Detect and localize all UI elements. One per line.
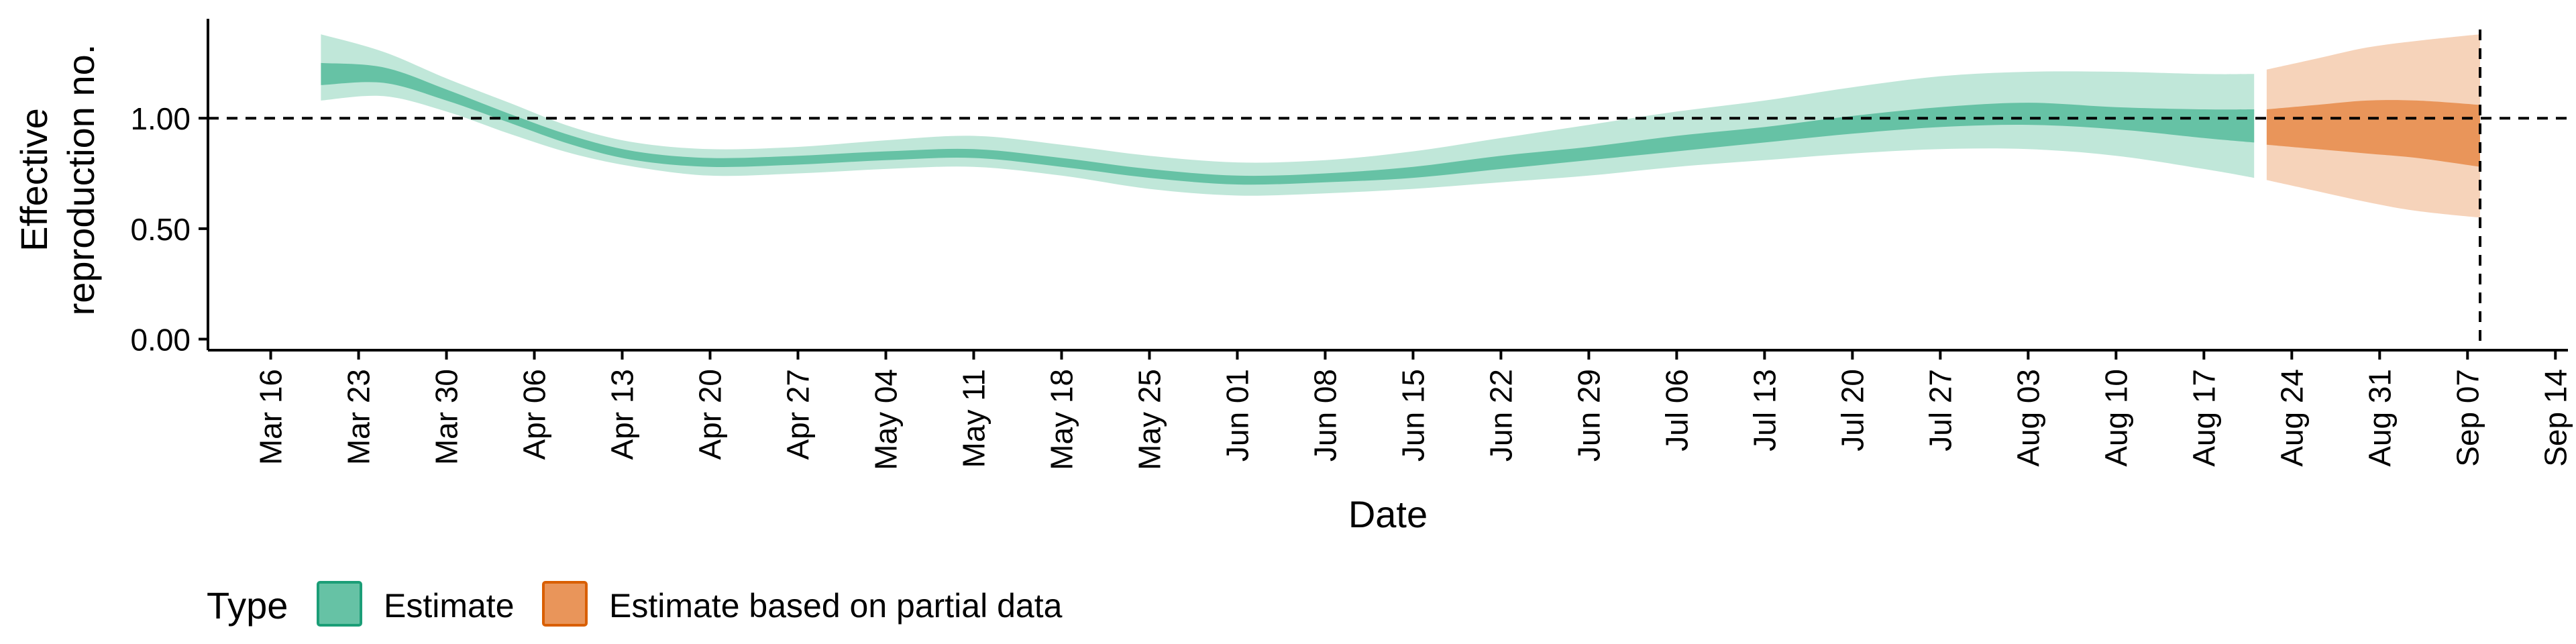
x-tick-label: Jul 13 xyxy=(1747,369,1782,451)
x-tick-label: Sep 14 xyxy=(2538,369,2573,467)
x-tick-label: Jun 08 xyxy=(1307,369,1342,462)
x-tick-label: Apr 13 xyxy=(605,369,640,460)
y-tick-label: 1.00 xyxy=(130,101,191,136)
x-tick-label: Aug 10 xyxy=(2098,369,2133,467)
x-tick-label: Aug 31 xyxy=(2362,369,2397,467)
x-tick-label: Sep 07 xyxy=(2450,369,2485,467)
legend-swatch-estimate xyxy=(317,581,362,627)
x-tick-label: Aug 24 xyxy=(2274,369,2309,467)
x-tick-label: Apr 06 xyxy=(517,369,552,460)
x-tick-label: Jul 06 xyxy=(1659,369,1694,451)
x-tick-label: Jul 27 xyxy=(1923,369,1957,451)
x-tick-label: May 18 xyxy=(1044,369,1079,470)
y-axis-title-line-1: Effective xyxy=(13,108,55,252)
x-tick-label: Jun 01 xyxy=(1220,369,1254,462)
x-tick-label: Jun 29 xyxy=(1571,369,1606,462)
band-50-partial xyxy=(2266,100,2480,167)
x-tick-label: Aug 17 xyxy=(2186,369,2221,467)
legend-label-partial: Estimate based on partial data xyxy=(609,587,1063,625)
y-ticks: 0.00 0.50 1.00 xyxy=(130,101,208,358)
axes xyxy=(207,19,2568,352)
legend: Type Estimate Estimate based on partial … xyxy=(207,581,1063,627)
x-tick-label: Mar 23 xyxy=(341,369,376,465)
x-tick-label: May 04 xyxy=(869,369,904,470)
legend-item-partial: Estimate based on partial data xyxy=(542,581,1063,627)
x-axis-title: Date xyxy=(1348,493,1428,535)
x-ticks: Mar 16 Mar 23 Mar 30 Apr 06 Apr 13 Apr 20 Apr … xyxy=(254,350,2573,470)
x-tick-label: Mar 16 xyxy=(254,369,288,465)
x-tick-label: Aug 03 xyxy=(2010,369,2045,467)
legend-swatch-partial xyxy=(542,581,588,627)
bands-layer xyxy=(321,34,2480,218)
x-tick-label: Mar 30 xyxy=(429,369,464,465)
x-tick-label: Jun 22 xyxy=(1483,369,1518,462)
x-tick-label: Jun 15 xyxy=(1395,369,1430,462)
x-tick-label: Apr 20 xyxy=(693,369,728,460)
reference-lines xyxy=(208,30,2568,350)
y-axis-title: Effective reproduction no. xyxy=(13,44,102,316)
x-tick-label: May 25 xyxy=(1132,369,1167,470)
y-tick-label: 0.50 xyxy=(130,212,191,247)
legend-title: Type xyxy=(207,584,288,627)
x-tick-label: Apr 27 xyxy=(781,369,816,460)
legend-item-estimate: Estimate xyxy=(317,581,515,627)
x-tick-label: May 11 xyxy=(957,369,991,468)
y-tick-label: 0.00 xyxy=(130,323,191,358)
band-50-estimate xyxy=(321,62,2255,185)
legend-label-estimate: Estimate xyxy=(384,587,515,625)
x-tick-label: Jul 20 xyxy=(1835,369,1870,451)
band-90-estimate xyxy=(321,34,2255,196)
y-axis-title-line-2: reproduction no. xyxy=(60,44,102,316)
